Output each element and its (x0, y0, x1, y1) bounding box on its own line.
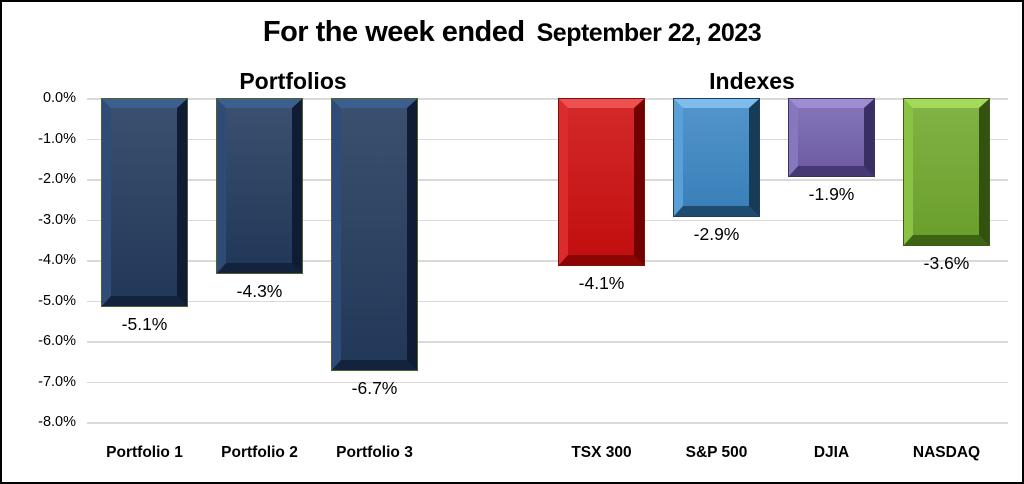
gridline-1-0 (87, 138, 1008, 141)
gridline-8-0 (87, 422, 1008, 424)
bar-djia (788, 98, 875, 177)
chart-title-main: For the week ended (262, 16, 525, 48)
chart-title: For the week ended September 22, 2023 (2, 16, 1022, 49)
bar-portfolio-3 (331, 98, 418, 371)
chart-title-date: September 22, 2023 (536, 19, 762, 47)
data-label-portfolio-3: -6.7% (351, 378, 398, 398)
gridline-2-0 (87, 179, 1008, 181)
category-label-portfolio-1: Portfolio 1 (106, 444, 183, 461)
gridline-3-0 (87, 219, 1008, 222)
bar-nasdaq (903, 98, 990, 246)
group-header-portfolios: Portfolios (239, 68, 347, 94)
bar-portfolio-1 (101, 98, 188, 307)
gridline-7-0 (87, 381, 1008, 384)
bar-portfolio-2 (216, 98, 303, 274)
y-axis-tick-label: 0.0% (42, 90, 76, 106)
data-label-portfolio-1: -5.1% (121, 314, 168, 334)
gridline-5-0 (87, 300, 1008, 303)
data-label-nasdaq: -3.6% (923, 253, 970, 273)
gridline-6-0 (87, 341, 1008, 343)
group-header-indexes: Indexes (709, 68, 795, 94)
y-axis-tick-label: -5.0% (38, 292, 76, 309)
y-axis-tick-label: -1.0% (38, 130, 76, 147)
data-label-s-p-500: -2.9% (693, 224, 740, 244)
y-axis-tick-label: -2.0% (38, 171, 76, 187)
y-axis-tick-label: -6.0% (38, 333, 76, 349)
data-label-tsx-300: -4.1% (578, 273, 625, 293)
category-label-s-p-500: S&P 500 (685, 444, 748, 461)
gridline-4-0 (87, 260, 1008, 262)
y-axis-tick-label: -7.0% (38, 373, 76, 390)
gridline-0-0 (87, 98, 1008, 100)
y-axis-tick-label: -4.0% (38, 252, 76, 268)
category-label-tsx-300: TSX 300 (571, 444, 632, 461)
y-axis-tick-label: -8.0% (38, 414, 76, 430)
y-axis-tick-label: -3.0% (38, 211, 76, 228)
category-label-nasdaq: NASDAQ (912, 444, 981, 461)
bar-s-p-500 (673, 98, 760, 217)
data-label-portfolio-2: -4.3% (236, 281, 283, 301)
category-label-portfolio-2: Portfolio 2 (221, 444, 298, 461)
data-label-djia: -1.9% (808, 184, 855, 204)
category-label-djia: DJIA (813, 444, 850, 461)
category-label-portfolio-3: Portfolio 3 (336, 444, 413, 461)
bar-tsx-300 (558, 98, 645, 266)
